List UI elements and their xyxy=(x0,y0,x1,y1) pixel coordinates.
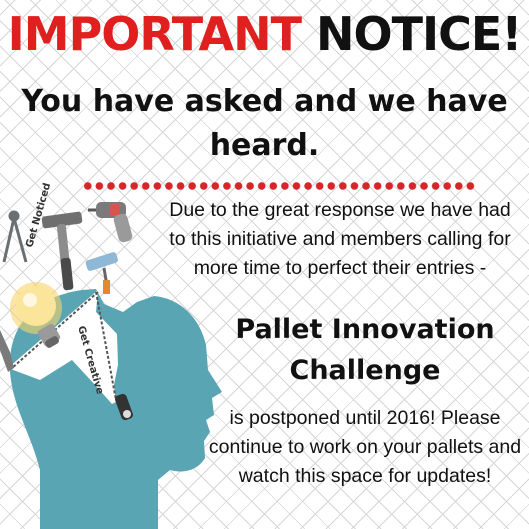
get-noticed-label: Get Noticed xyxy=(24,182,53,249)
dotted-divider xyxy=(82,181,478,191)
zipper-opening xyxy=(8,290,118,404)
subtitle: You have asked and we have heard. xyxy=(21,84,508,163)
paint-roller-icon xyxy=(85,252,118,294)
response-paragraph: Due to the great response we have had to… xyxy=(169,199,511,279)
light-bulb-icon xyxy=(10,282,62,348)
drill-icon xyxy=(88,202,133,243)
zipper-pull-icon xyxy=(115,393,133,421)
pliers-icon xyxy=(0,330,14,372)
title-important: IMPORTANT xyxy=(7,7,302,61)
compass-icon xyxy=(2,210,28,263)
hammer-icon xyxy=(41,211,83,291)
postponed-paragraph: is postponed until 2016! Please continue… xyxy=(208,407,522,487)
notice-title: IMPORTANT NOTICE! xyxy=(0,6,529,62)
challenge-name: Pallet Innovation Challenge xyxy=(235,314,495,386)
title-notice: NOTICE! xyxy=(316,7,522,61)
